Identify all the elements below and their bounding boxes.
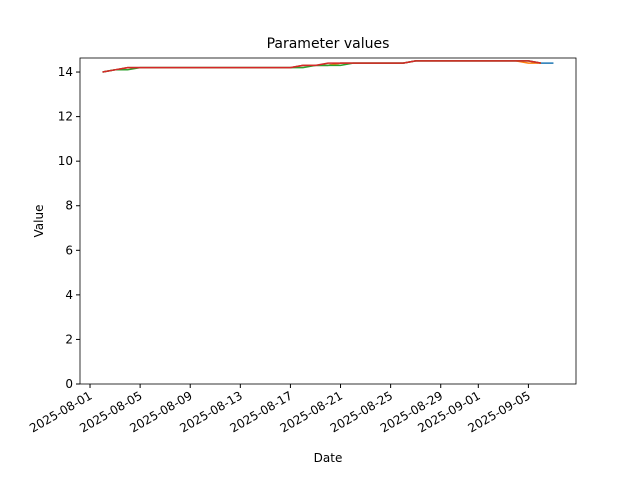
line: [102, 60, 542, 73]
y-tick-label: 0: [65, 377, 73, 391]
y-tick-label: 4: [65, 288, 73, 302]
x-axis-label: Date: [314, 451, 343, 465]
y-tick-label: 6: [65, 243, 73, 257]
chart-title: Parameter values: [267, 36, 390, 52]
axes-frame: [79, 57, 577, 385]
y-tick-label: 8: [65, 199, 73, 213]
y-tick-label: 10: [58, 154, 73, 168]
y-tick-label: 12: [58, 110, 73, 124]
y-tick-label: 2: [65, 332, 73, 346]
y-axis-label: Value: [32, 205, 46, 238]
y-tick-label: 14: [58, 65, 73, 79]
